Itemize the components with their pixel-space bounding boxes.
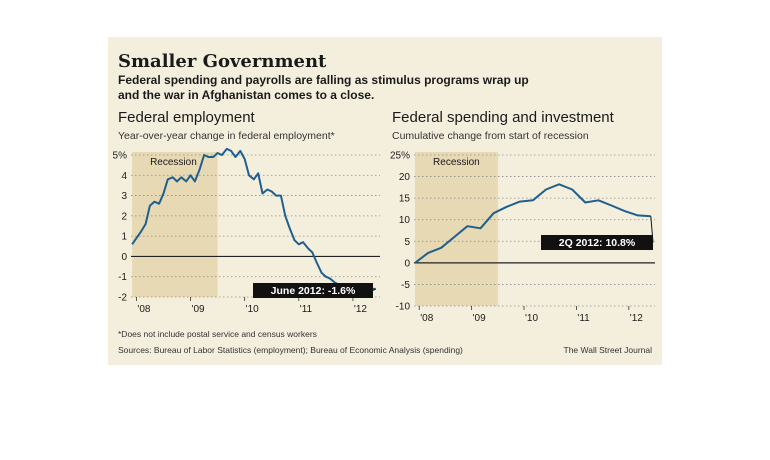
y-tick-label: 1: [121, 232, 127, 243]
recession-band: [415, 152, 498, 306]
x-tick-label: '11: [577, 313, 590, 324]
recession-label: Recession: [150, 157, 197, 168]
recession-label: Recession: [433, 157, 480, 168]
chart-employment: Federal employment Year-over-year change …: [113, 109, 380, 315]
y-tick-label: 25%: [390, 151, 410, 162]
x-tick-label: '12: [354, 304, 367, 315]
callout-leader: [372, 288, 376, 291]
callout-label: 2Q 2012: 10.8%: [559, 237, 636, 249]
x-tick-label: '10: [525, 313, 538, 324]
chart-subtitle-spending: Cumulative change from start of recessio…: [392, 130, 589, 142]
y-tick-label: 3: [121, 191, 127, 202]
y-tick-label: 2: [121, 211, 127, 222]
y-tick-label: 0: [404, 258, 410, 269]
x-tick-label: '09: [192, 304, 205, 315]
y-tick-label: 5%: [113, 151, 128, 162]
y-tick-label: 5: [404, 237, 410, 248]
y-tick-label: 0: [121, 252, 127, 263]
y-tick-label: 15: [399, 194, 411, 205]
credit-note: The Wall Street Journal: [564, 345, 653, 355]
y-tick-label: 20: [399, 172, 411, 183]
callout-box: [253, 283, 373, 298]
y-tick-label: -2: [118, 293, 127, 304]
chart-subtitle-employment: Year-over-year change in federal employm…: [118, 130, 335, 142]
x-tick-label: '09: [473, 313, 486, 324]
y-tick-label: 10: [399, 215, 411, 226]
y-tick-label: 4: [121, 171, 127, 182]
y-tick-label: -10: [396, 302, 411, 313]
chart-title-spending: Federal spending and investment: [392, 109, 615, 126]
x-tick-label: '10: [246, 304, 259, 315]
main-subtitle-line1: Federal spending and payrolls are fallin…: [118, 73, 529, 87]
y-tick-label: -5: [401, 280, 410, 291]
sources-note: Sources: Bureau of Labor Statistics (emp…: [118, 345, 463, 355]
x-tick-label: '12: [630, 313, 643, 324]
callout-box: [541, 235, 653, 250]
series-line: [131, 147, 376, 290]
x-tick-label: '08: [137, 304, 150, 315]
x-tick-label: '08: [420, 313, 433, 324]
series-line: [414, 183, 651, 264]
main-title: Smaller Government: [118, 51, 327, 72]
main-subtitle-line2: and the war in Afghanistan comes to a cl…: [118, 88, 374, 102]
chart-title-employment: Federal employment: [118, 109, 256, 126]
chart-spending: Federal spending and investment Cumulativ…: [390, 109, 655, 324]
footnote: *Does not include postal service and cen…: [118, 329, 317, 339]
callout-label: June 2012: -1.6%: [271, 285, 356, 297]
y-tick-label: -1: [118, 272, 127, 283]
x-tick-label: '11: [300, 304, 313, 315]
